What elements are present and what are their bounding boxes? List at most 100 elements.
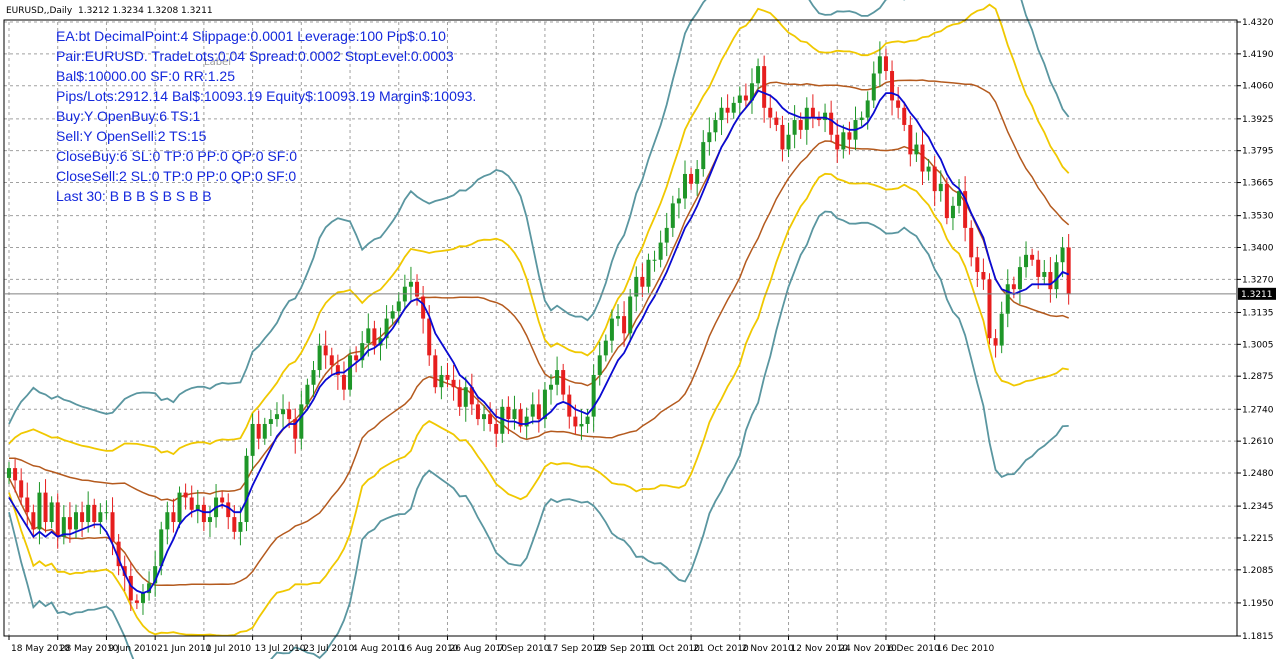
candle-body (579, 423, 584, 427)
candle-body (926, 166, 931, 172)
candle-body (366, 328, 371, 344)
candle-body (494, 423, 499, 434)
candle-body (682, 173, 687, 199)
candle-body (189, 497, 194, 510)
x-tick-label: 21 Jun 2010 (157, 644, 211, 654)
candle-body (147, 583, 152, 594)
candle-body (348, 355, 353, 390)
blue-moving-average (8, 89, 1070, 595)
candle-body (433, 355, 438, 388)
candle-body (37, 492, 42, 530)
candle-body (835, 134, 840, 150)
candle-body (798, 120, 803, 130)
x-tick-label: 4 Aug 2010 (352, 644, 404, 654)
symbol-header: EURUSD,,Daily 1.3212 1.3234 1.3208 1.321… (6, 6, 213, 16)
y-tick-label: 1.4060 (1242, 82, 1274, 92)
symbol-period-label: EURUSD,,Daily (6, 6, 73, 16)
candle-body (981, 272, 986, 280)
candle-body (1005, 284, 1010, 314)
candle-body (299, 404, 304, 439)
y-tick-label: 1.2085 (1242, 566, 1274, 576)
candle-body (488, 414, 493, 424)
candle-body (597, 355, 602, 375)
candle-body (536, 404, 541, 420)
candle-body (749, 83, 754, 101)
candle-body (975, 257, 980, 273)
x-tick-label: 24 Nov 2010 (839, 644, 897, 654)
x-tick-label: 1 Jul 2010 (206, 644, 251, 654)
candle-body (646, 259, 651, 287)
x-tick-label: 28 May 2010 (60, 644, 119, 654)
candle-body (1024, 254, 1029, 268)
ea-line-sell: Sell:Y OpenSell:2 TS:15 (56, 128, 207, 144)
candle-body (201, 504, 206, 523)
candle-body (841, 132, 846, 150)
candle-body (134, 600, 139, 603)
ea-line-settings: EA:bt DecimalPoint:4 Slippage:0.0001 Lev… (56, 28, 446, 44)
y-tick-label: 1.3795 (1242, 147, 1274, 157)
candle-body (987, 279, 992, 339)
candle-body (993, 338, 998, 346)
candle-body (305, 384, 310, 405)
candle-body (622, 316, 627, 334)
candle-body (80, 512, 85, 523)
candle-body (153, 566, 158, 584)
ea-line-pair: Pair:EURUSD. TradeLots:0.04 Spread:0.000… (56, 48, 454, 64)
y-tick-label: 1.2215 (1242, 534, 1274, 544)
candle-body (341, 374, 346, 390)
candle-body (128, 575, 133, 601)
candle-body (110, 512, 115, 542)
candle-body (774, 117, 779, 125)
candle-body (743, 95, 748, 101)
candle-body (670, 203, 675, 228)
candle-body (664, 227, 669, 243)
y-tick-label: 1.3925 (1242, 115, 1274, 125)
candle-body (262, 423, 267, 439)
candle-body (695, 169, 700, 184)
candle-body (1042, 272, 1047, 277)
outer-band-upper (8, 0, 1070, 425)
candle-body (140, 593, 145, 603)
x-tick-label: 17 Sep 2010 (547, 644, 604, 654)
candle-body (512, 409, 517, 420)
candle-body (256, 423, 261, 439)
candle-body (67, 517, 72, 530)
y-tick-label: 1.3005 (1242, 340, 1274, 350)
y-tick-label: 1.3135 (1242, 308, 1274, 318)
candle-body (384, 318, 389, 339)
candle-body (281, 409, 286, 415)
candle-body (914, 144, 919, 155)
candle-body (116, 541, 121, 567)
candle-body (25, 497, 30, 513)
x-tick-label: 12 Nov 2010 (791, 644, 849, 654)
candle-body (159, 529, 164, 567)
x-tick-label: 9 Jun 2010 (108, 644, 157, 654)
plot-frame (3, 19, 1238, 637)
candle-body (786, 134, 791, 150)
candle-body (250, 423, 255, 456)
candle-body (658, 242, 663, 260)
x-tick-label: 2 Nov 2010 (742, 644, 794, 654)
candle-body (969, 227, 974, 258)
candle-body (1048, 272, 1053, 290)
candle-body (768, 107, 773, 118)
candle-body (737, 95, 742, 103)
candle-body (713, 120, 718, 133)
candle-body (640, 276, 645, 287)
candle-body (634, 276, 639, 297)
candle-body (902, 107, 907, 125)
candle-body (1066, 247, 1071, 295)
candle-body (390, 311, 395, 319)
candle-body (676, 198, 681, 204)
candle-body (469, 387, 474, 405)
candle-body (883, 56, 888, 72)
grid-lines (4, 21, 1237, 637)
candle-body (950, 205, 955, 219)
candle-body (689, 173, 694, 184)
candle-body (938, 183, 943, 192)
candle-body (963, 191, 968, 228)
y-tick-label: 1.2345 (1242, 502, 1274, 512)
x-tick-label: 16 Aug 2010 (401, 644, 459, 654)
